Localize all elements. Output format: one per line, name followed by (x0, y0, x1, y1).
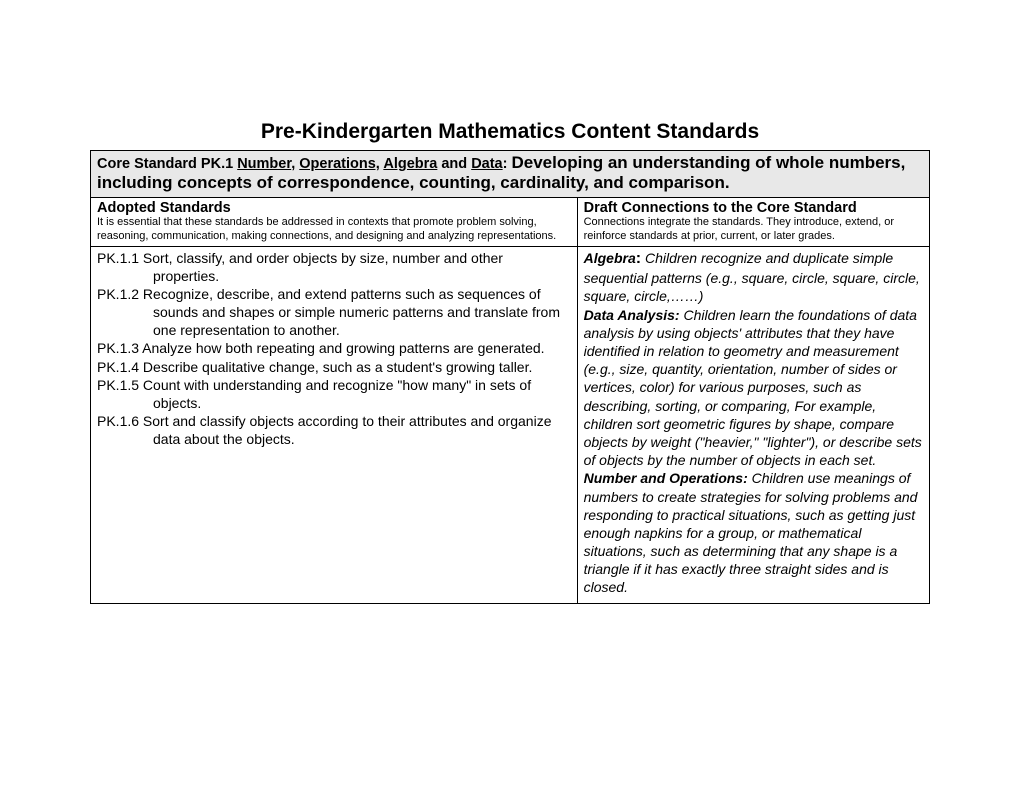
connection-item: Number and Operations: Children use mean… (584, 469, 923, 596)
standard-item: PK.1.2 Recognize, describe, and extend p… (97, 285, 571, 340)
connection-body: Children use meanings of numbers to crea… (584, 470, 918, 595)
connections-list: Algebra: Children recognize and duplicat… (584, 249, 923, 597)
connections-title: Draft Connections to the Core Standard (584, 200, 923, 216)
standard-item: PK.1.6 Sort and classify objects accordi… (97, 412, 571, 448)
adopted-note: It is essential that these standards be … (97, 216, 571, 244)
standard-item: PK.1.1 Sort, classify, and order objects… (97, 249, 571, 285)
page: Pre-Kindergarten Mathematics Content Sta… (0, 0, 1020, 604)
core-standard-row: Core Standard PK.1 Number, Operations, A… (91, 151, 930, 198)
core-topic-number: Number (237, 156, 291, 172)
standards-list: PK.1.1 Sort, classify, and order objects… (97, 249, 571, 449)
connections-header-cell: Draft Connections to the Core Standard C… (577, 198, 929, 247)
standard-item: PK.1.4 Describe qualitative change, such… (97, 358, 571, 376)
core-prefix: Core Standard PK.1 (97, 156, 237, 172)
core-standard-cell: Core Standard PK.1 Number, Operations, A… (91, 151, 930, 198)
column-header-row: Adopted Standards It is essential that t… (91, 198, 930, 247)
connection-title: Algebra (584, 250, 636, 266)
core-sep: and (437, 156, 471, 172)
core-topic-operations: Operations, (299, 156, 380, 172)
connection-title: Number and Operations: (584, 470, 748, 486)
content-row: PK.1.1 Sort, classify, and order objects… (91, 246, 930, 603)
standard-item: PK.1.3 Analyze how both repeating and gr… (97, 339, 571, 357)
page-title: Pre-Kindergarten Mathematics Content Sta… (90, 120, 930, 144)
standard-item: PK.1.5 Count with understanding and reco… (97, 376, 571, 412)
connection-item: Data Analysis: Children learn the founda… (584, 306, 923, 470)
connection-title: Data Analysis: (584, 307, 680, 323)
connections-note: Connections integrate the standards. The… (584, 216, 923, 244)
adopted-header-cell: Adopted Standards It is essential that t… (91, 198, 578, 247)
connection-item: Algebra: Children recognize and duplicat… (584, 249, 923, 306)
connection-body: Children learn the foundations of data a… (584, 307, 922, 469)
connections-cell: Algebra: Children recognize and duplicat… (577, 246, 929, 603)
adopted-title: Adopted Standards (97, 200, 571, 216)
core-topic-algebra: Algebra (383, 156, 437, 172)
core-topic-data: Data (471, 156, 502, 172)
standards-table: Core Standard PK.1 Number, Operations, A… (90, 150, 930, 604)
adopted-standards-cell: PK.1.1 Sort, classify, and order objects… (91, 246, 578, 603)
